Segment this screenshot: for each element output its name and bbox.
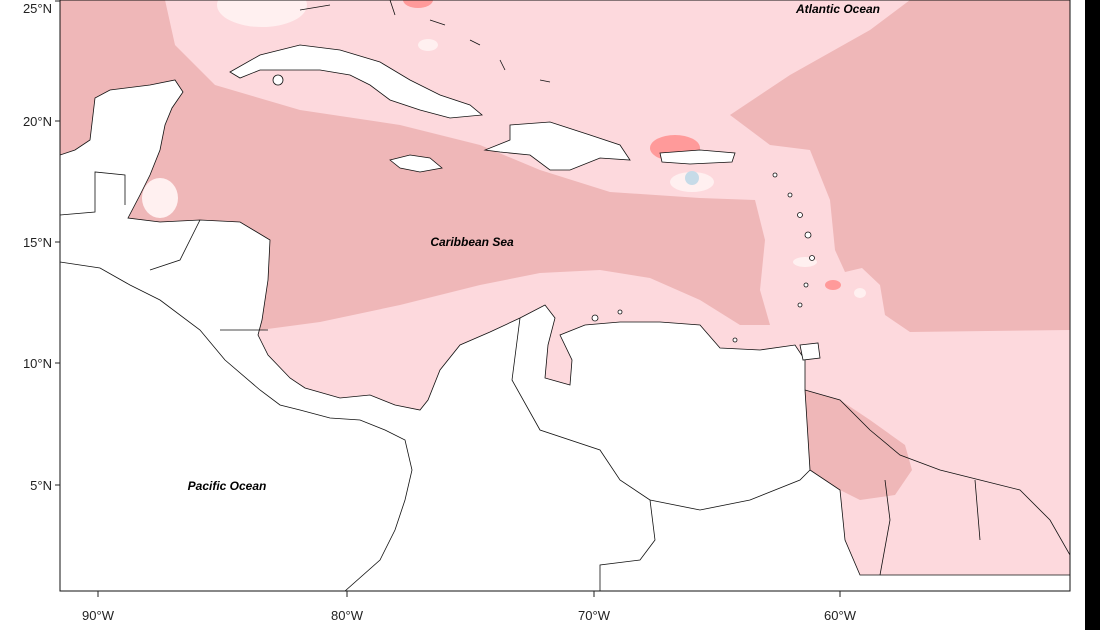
x-tick-label: 80°W [331, 608, 364, 623]
label-caribbean-sea: Caribbean Sea [430, 235, 514, 249]
cuba [229, 44, 483, 119]
hispaniola [483, 121, 631, 171]
field-low [418, 39, 438, 51]
y-tick-label: 20°N [23, 114, 52, 129]
label-pacific-ocean: Pacific Ocean [188, 479, 267, 493]
y-tick-label: 15°N [23, 235, 52, 250]
x-tick-label: 60°W [824, 608, 857, 623]
field-high-atlantic [730, 0, 1070, 332]
jamaica [389, 154, 443, 173]
plot-frame [59, 0, 1071, 592]
field-peak [825, 280, 841, 290]
y-axis [55, 0, 60, 486]
y-tick-label: 10°N [23, 356, 52, 371]
field-low [854, 288, 866, 298]
country-borders [60, 171, 981, 591]
lesser-antilles [591, 172, 815, 343]
field-negative [685, 171, 699, 185]
field-peak [403, 0, 433, 8]
x-axis [97, 591, 841, 597]
guianas-coastline [804, 389, 1070, 556]
trinidad [799, 342, 821, 361]
y-tick-label: 5°N [30, 478, 52, 493]
map-plot-area [60, 0, 1070, 591]
field-low [142, 178, 178, 218]
pacific-coastline [60, 261, 413, 591]
x-tick-label: 70°W [578, 608, 611, 623]
isle-of-youth [272, 74, 284, 86]
edge-bar [1085, 0, 1100, 630]
field-high-guianas [805, 390, 912, 500]
field-low [217, 0, 307, 27]
puerto-rico [659, 149, 736, 165]
y-tick-label: 25°N [23, 1, 52, 16]
label-atlantic-ocean: Atlantic Ocean [795, 2, 880, 16]
bahamas [299, 0, 551, 83]
x-tick-label: 90°W [82, 608, 115, 623]
